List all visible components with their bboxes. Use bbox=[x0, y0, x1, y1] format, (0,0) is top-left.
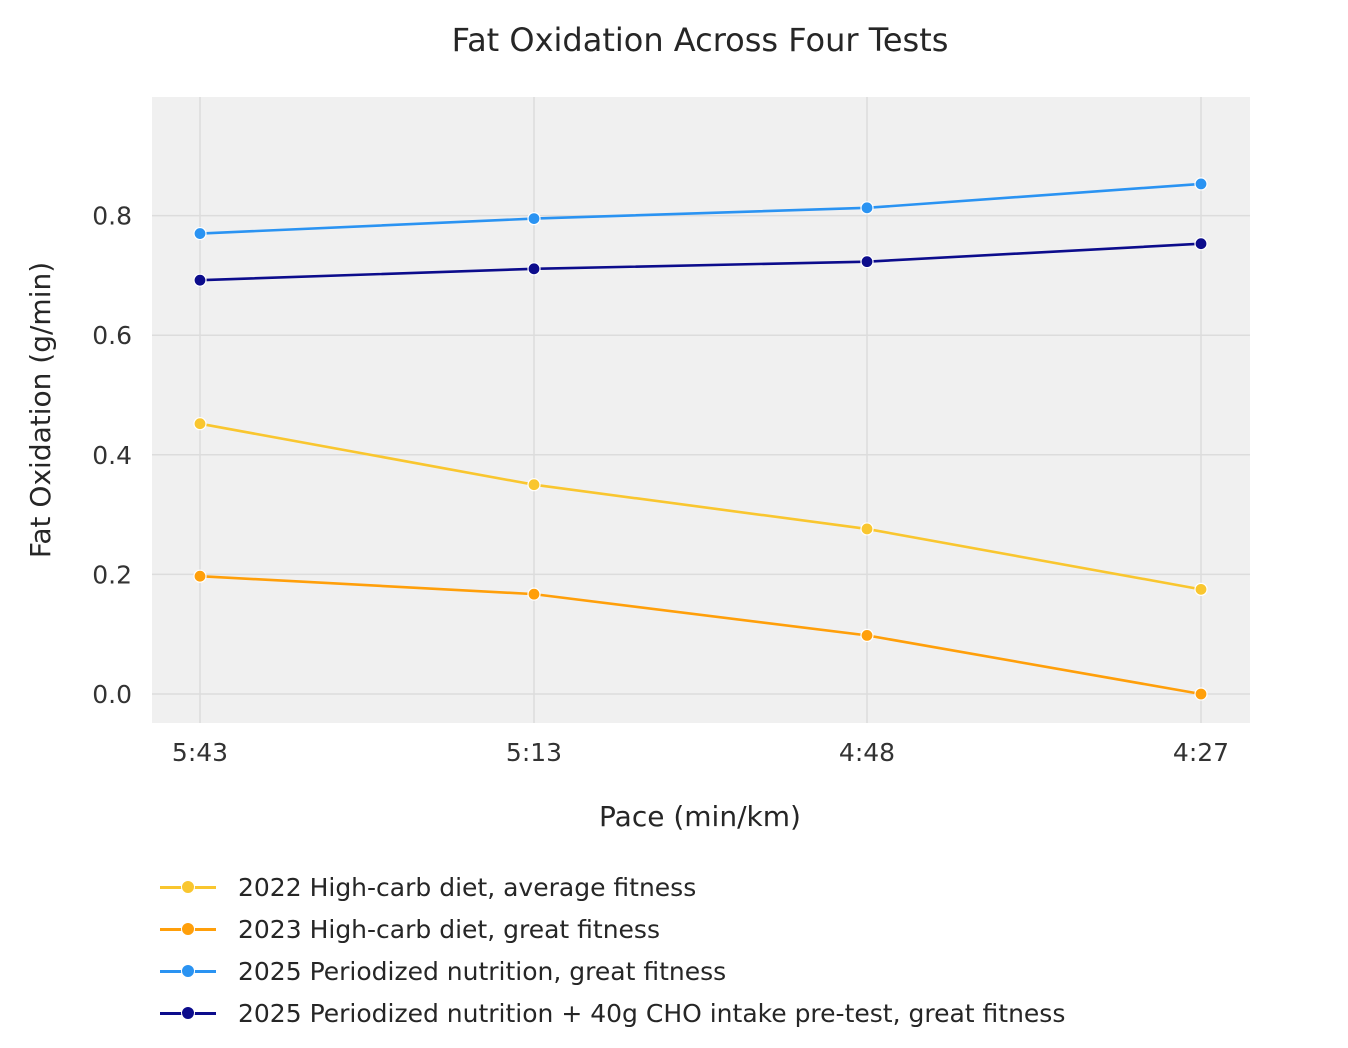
data-point bbox=[860, 255, 874, 269]
data-point bbox=[860, 201, 874, 215]
grid-lines bbox=[152, 97, 1250, 723]
legend: 2022 High-carb diet, average fitness 2023… bbox=[160, 866, 1065, 1034]
legend-swatch bbox=[160, 877, 216, 897]
legend-item: 2025 Periodized nutrition, great fitness bbox=[160, 950, 1065, 992]
plot-area bbox=[152, 97, 1250, 723]
y-tick-label: 0.0 bbox=[92, 680, 132, 709]
x-tick-label: 5:43 bbox=[172, 738, 228, 767]
legend-label: 2022 High-carb diet, average fitness bbox=[238, 872, 697, 902]
legend-marker bbox=[181, 880, 195, 894]
series-3 bbox=[193, 177, 1208, 241]
x-tick-label: 4:48 bbox=[839, 738, 895, 767]
data-point bbox=[527, 262, 541, 276]
series-line bbox=[199, 182, 1202, 235]
series-group bbox=[193, 177, 1208, 701]
x-tick-label: 4:27 bbox=[1173, 738, 1229, 767]
y-tick-label: 0.4 bbox=[92, 441, 132, 470]
data-point bbox=[1194, 177, 1208, 191]
y-tick-label: 0.2 bbox=[92, 560, 132, 589]
data-point bbox=[1194, 237, 1208, 251]
series-line bbox=[199, 422, 1202, 591]
data-point bbox=[860, 522, 874, 536]
y-axis-label: Fat Oxidation (g/min) bbox=[24, 262, 57, 558]
legend-label: 2025 Periodized nutrition, great fitness bbox=[238, 956, 727, 986]
legend-marker bbox=[181, 922, 195, 936]
legend-item: 2023 High-carb diet, great fitness bbox=[160, 908, 1065, 950]
series-2 bbox=[193, 569, 1208, 701]
data-point bbox=[527, 478, 541, 492]
legend-swatch bbox=[160, 961, 216, 981]
x-axis-ticks: 5:43 5:13 4:48 4:27 bbox=[172, 738, 1229, 767]
x-tick-label: 5:13 bbox=[506, 738, 562, 767]
y-tick-label: 0.6 bbox=[92, 321, 132, 350]
data-point bbox=[527, 211, 541, 226]
x-axis-label: Pace (min/km) bbox=[599, 800, 801, 833]
y-tick-label: 0.8 bbox=[92, 202, 132, 231]
series-1 bbox=[193, 417, 1208, 596]
data-point bbox=[193, 417, 207, 431]
chart-title: Fat Oxidation Across Four Tests bbox=[452, 21, 949, 59]
series-line bbox=[199, 242, 1202, 282]
data-point bbox=[860, 628, 874, 642]
data-point bbox=[1194, 687, 1208, 701]
legend-label: 2025 Periodized nutrition + 40g CHO inta… bbox=[238, 998, 1066, 1028]
data-point bbox=[193, 226, 207, 241]
data-point bbox=[193, 569, 207, 583]
legend-marker bbox=[181, 1006, 195, 1020]
data-point bbox=[1194, 582, 1208, 596]
series-line bbox=[199, 574, 1202, 696]
legend-item: 2022 High-carb diet, average fitness bbox=[160, 866, 1065, 908]
legend-swatch bbox=[160, 1003, 216, 1023]
legend-marker bbox=[181, 964, 195, 978]
legend-item: 2025 Periodized nutrition + 40g CHO inta… bbox=[160, 992, 1065, 1034]
data-point bbox=[193, 273, 207, 287]
legend-label: 2023 High-carb diet, great fitness bbox=[238, 914, 660, 944]
data-point bbox=[527, 587, 541, 601]
legend-swatch bbox=[160, 919, 216, 939]
y-axis-ticks: 0.0 0.2 0.4 0.6 0.8 bbox=[92, 202, 132, 709]
series-4 bbox=[193, 237, 1208, 287]
